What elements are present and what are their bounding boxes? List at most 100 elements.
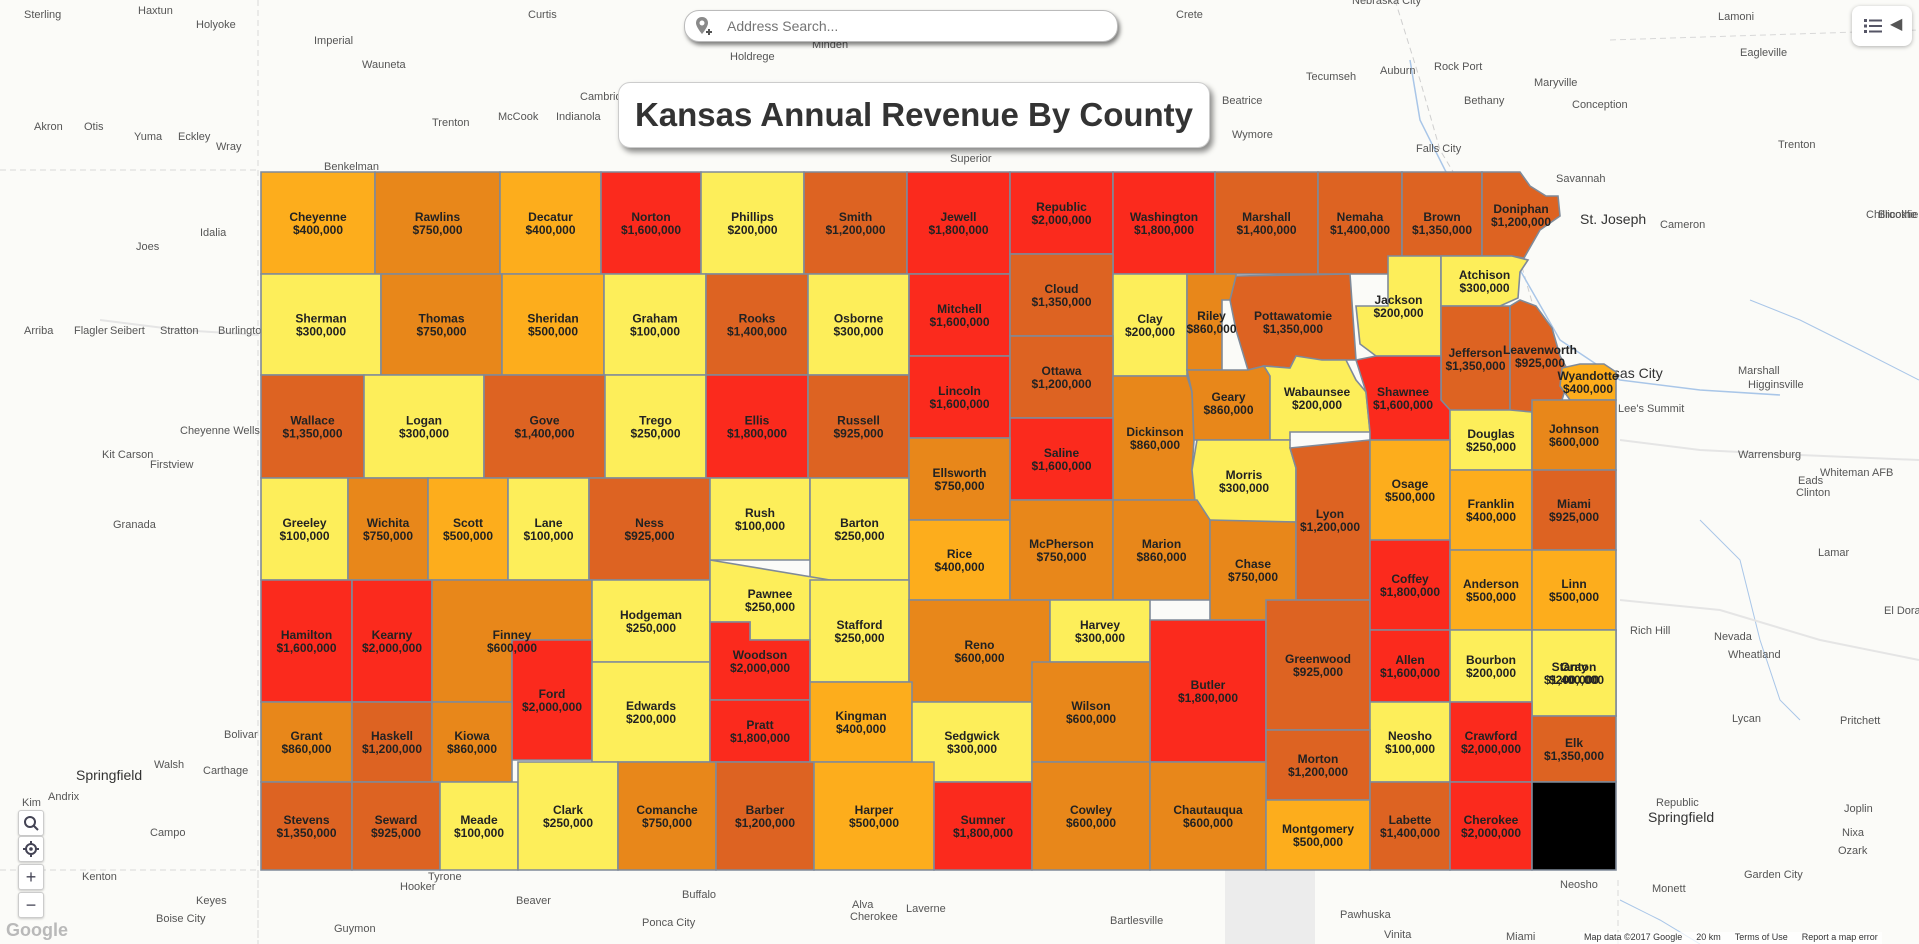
county-revenue-label: $750,000	[363, 529, 413, 543]
county-name-label: Norton	[631, 210, 670, 224]
county-revenue-label: $1,350,000	[1263, 322, 1323, 336]
urban-area	[1225, 870, 1315, 944]
county-name-label: Miami	[1557, 497, 1591, 511]
county-wyandotte[interactable]	[1559, 363, 1617, 401]
county-name-label: Chase	[1235, 557, 1271, 571]
place-label: Stratton	[160, 325, 199, 337]
county-name-label: Wilson	[1071, 699, 1110, 713]
county-name-label: Greeley	[282, 516, 326, 530]
google-logo: Google	[6, 920, 68, 940]
county-revenue-label: $100,000	[279, 529, 329, 543]
scale-label: 20 km	[1696, 932, 1721, 942]
county-name-label: Phillips	[731, 210, 774, 224]
county-revenue-label: $500,000	[1549, 590, 1599, 604]
county-revenue-label: $1,200,000	[1031, 377, 1091, 391]
county-name-label: Saline	[1044, 446, 1080, 460]
county-name-label: Barton	[840, 516, 879, 530]
place-label: McCook	[498, 111, 539, 123]
address-search-input[interactable]	[725, 15, 1109, 37]
county-name-label: Rush	[745, 506, 775, 520]
county-revenue-label: $1,400,000	[1236, 223, 1296, 237]
county-name-label: Clay	[1137, 312, 1163, 326]
place-label: Ponca City	[642, 917, 696, 929]
place-label: Kenton	[82, 871, 117, 883]
county-name-label: Rooks	[739, 312, 776, 326]
county-revenue-label: $250,000	[626, 621, 676, 635]
county-revenue-label: $1,800,000	[1380, 585, 1440, 599]
place-label: Garden City	[1744, 869, 1803, 881]
county-revenue-label: $860,000	[447, 742, 497, 756]
legend-toggle-button[interactable]: ◀	[1852, 6, 1912, 46]
county-revenue-label: $250,000	[630, 427, 680, 441]
place-label: Indianola	[556, 111, 602, 123]
place-label: Neosho	[1560, 879, 1598, 891]
county-revenue-label: $100,000	[1385, 742, 1435, 756]
county-name-label: Greenwood	[1285, 652, 1351, 666]
county-name-label: Trego	[639, 414, 672, 428]
place-label: St. Joseph	[1580, 211, 1646, 227]
place-label: Imperial	[314, 35, 353, 47]
place-label: Holyoke	[196, 19, 236, 31]
county-name-label: Allen	[1395, 653, 1424, 667]
county-revenue-label: $750,000	[416, 325, 466, 339]
county-revenue-label: $500,000	[1293, 835, 1343, 849]
place-label: Tyrone	[428, 871, 462, 883]
county-name-label: Anderson	[1463, 577, 1519, 591]
zoom-to-box-button[interactable]	[18, 810, 44, 836]
county-revenue-label: $1,200,000	[362, 742, 422, 756]
place-label: Clinton	[1796, 487, 1830, 499]
zoom-in-button[interactable]: +	[18, 864, 44, 890]
county-name-label: Osage	[1392, 477, 1429, 491]
place-label: Falls City	[1416, 143, 1462, 155]
county-name-label: Bourbon	[1466, 653, 1516, 667]
county-revenue-label: $1,400,000	[1380, 826, 1440, 840]
terms-link[interactable]: Terms of Use	[1734, 932, 1788, 942]
place-label: Cameron	[1660, 219, 1705, 231]
county-name-label: Sherman	[295, 312, 346, 326]
place-label: Walsh	[154, 759, 184, 771]
county-name-label: Labette	[1389, 813, 1432, 827]
county-layer[interactable]	[260, 171, 1617, 871]
place-label: Buffalo	[682, 889, 716, 901]
place-label: Kim	[22, 797, 41, 809]
place-label: Chillicothe	[1866, 209, 1917, 221]
county-name-label: Lincoln	[938, 384, 981, 398]
attribution-bar: Map data ©2017 Google 20 km Terms of Use…	[1580, 932, 1882, 944]
county-name-label: Ellsworth	[932, 466, 986, 480]
place-label: Trenton	[432, 117, 470, 129]
place-label: Bolivar	[224, 729, 258, 741]
county-name-label: Rawlins	[415, 210, 461, 224]
county-name-label: Comanche	[636, 803, 698, 817]
county-name-label: Sumner	[961, 813, 1006, 827]
county-name-label: Johnson	[1549, 422, 1599, 436]
locate-me-button[interactable]	[18, 836, 44, 862]
zoom-out-button[interactable]: −	[18, 892, 44, 918]
place-label: Burlington	[218, 325, 268, 337]
county-revenue-label: $1,800,000	[1134, 223, 1194, 237]
county-name-label: Shawnee	[1377, 385, 1429, 399]
place-label: Yuma	[134, 131, 163, 143]
place-label: Auburn	[1380, 65, 1415, 77]
county-revenue-label: $100,000	[454, 826, 504, 840]
report-error-link[interactable]: Report a map error	[1801, 932, 1878, 942]
county-revenue-label: $300,000	[833, 325, 883, 339]
location-pin-icon	[696, 17, 712, 35]
county-name-label: Wallace	[290, 414, 335, 428]
county-revenue-label: $2,000,000	[1031, 213, 1091, 227]
county-name-label: Riley	[1197, 309, 1226, 323]
address-search-box[interactable]	[684, 10, 1118, 42]
county-name-label: Linn	[1561, 577, 1586, 591]
county-revenue-label: $750,000	[934, 479, 984, 493]
county-name-label: Mitchell	[937, 302, 982, 316]
county-name-label: Cheyenne	[289, 210, 347, 224]
place-label: Carthage	[203, 765, 248, 777]
county-revenue-label: $1,400,000	[1330, 223, 1390, 237]
county-name-label: Wyandotte	[1557, 369, 1618, 383]
place-label: Whiteman AFB	[1820, 467, 1893, 479]
county-revenue-label: $500,000	[849, 816, 899, 830]
county-name-label: Meade	[460, 813, 498, 827]
county-revenue-label: $200,000	[727, 223, 777, 237]
county-revenue-label: $300,000	[1459, 281, 1509, 295]
place-label: Eckley	[178, 131, 211, 143]
